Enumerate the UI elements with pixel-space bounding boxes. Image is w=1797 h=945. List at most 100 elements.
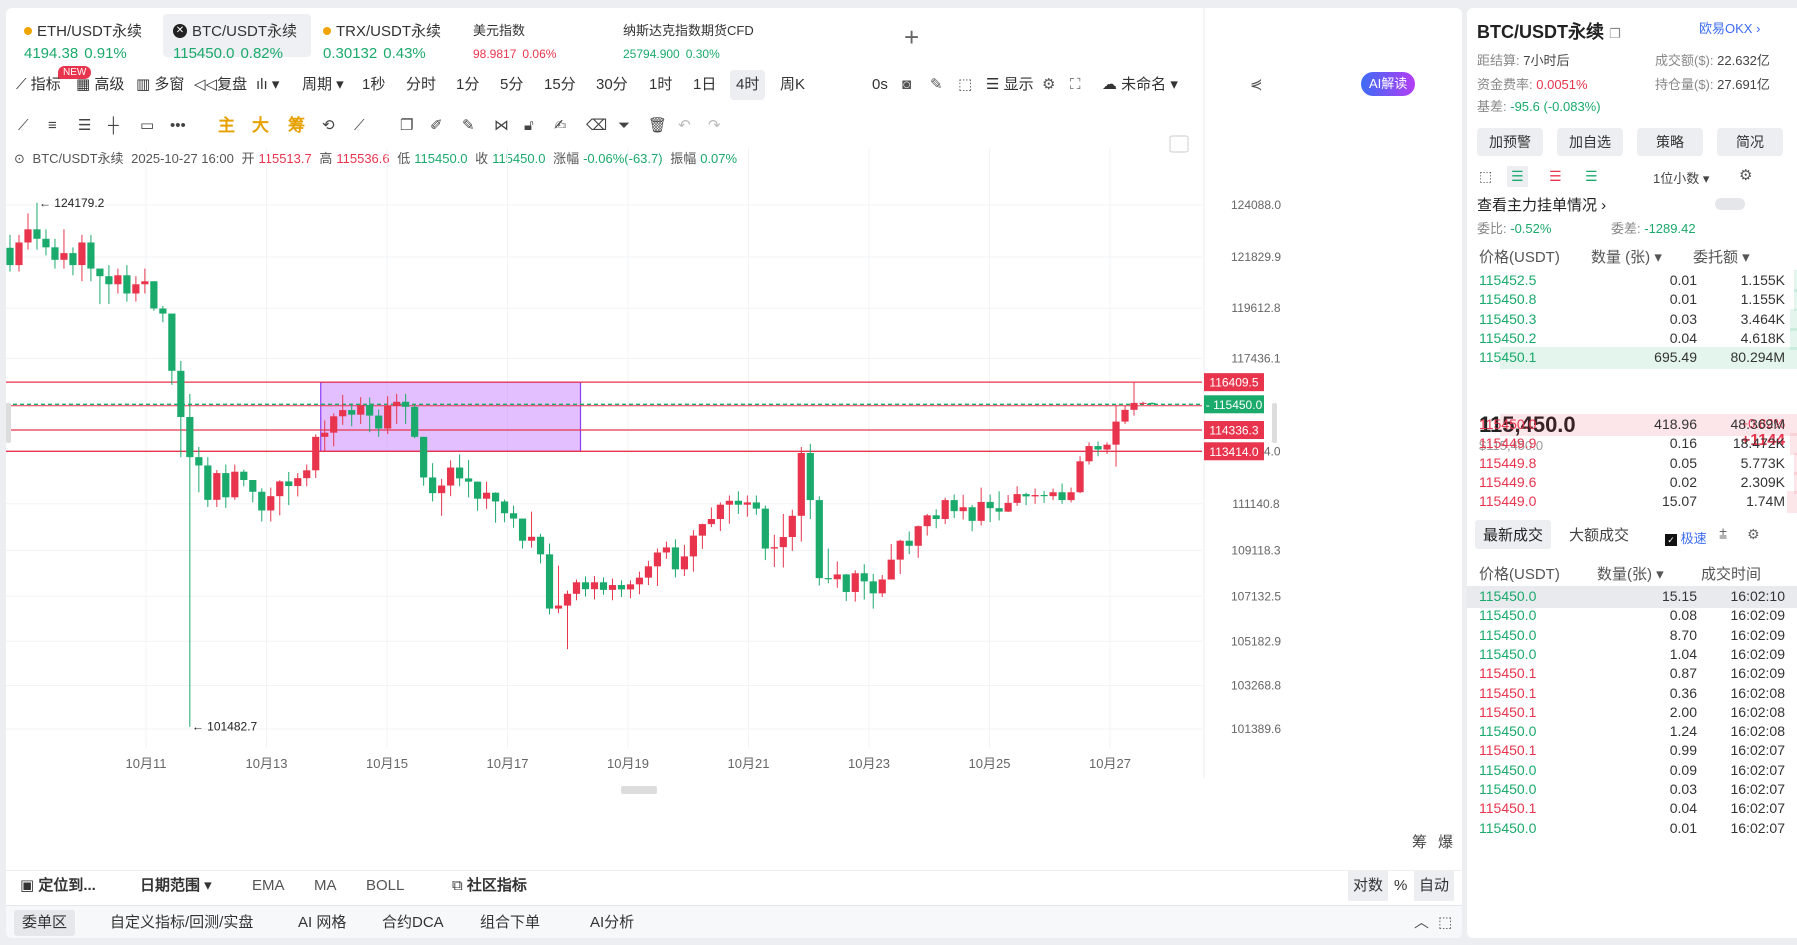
interval-30m[interactable]: 30分 (596, 76, 628, 93)
exchange-selector[interactable]: 欧易OKX › (1699, 21, 1761, 36)
auto-scale-button[interactable]: 自动 (1414, 871, 1455, 901)
ask-row[interactable]: 115450.3 0.03 3.464K (1467, 308, 1797, 331)
bottom-tab-combo[interactable]: 组合下单 (480, 914, 541, 931)
tr-header-qty[interactable]: 数量(张) ▾ (1597, 566, 1664, 583)
ask-row[interactable]: 115452.5 0.01 1.155K (1467, 270, 1797, 292)
pen-icon[interactable]: ✎ (930, 76, 943, 93)
bottom-tab-orders[interactable]: 委单区 (14, 910, 76, 936)
interval-4h[interactable]: 4时 (730, 70, 766, 100)
tab-dxy[interactable]: 美元指数 98.9817 0.06% (473, 23, 557, 61)
interval-timeshare[interactable]: 分时 (406, 76, 437, 93)
ask-row[interactable]: 115450.1 695.49 80.294M (1467, 347, 1797, 370)
chart-type-button[interactable]: ılı ▾ (256, 70, 279, 100)
main-orders-toggle[interactable] (1715, 198, 1745, 210)
line-tool-icon[interactable]: ⟋ (18, 117, 29, 134)
date-range-button[interactable]: 日期范围 ▾ (140, 877, 212, 894)
chip-toggle[interactable]: 筹 (288, 116, 305, 135)
lock-icon[interactable]: 🔓︎ (524, 117, 534, 134)
camera-icon[interactable]: ◙ (902, 76, 912, 93)
interval-week[interactable]: 周K (780, 76, 806, 93)
interval-1d[interactable]: 1日 (693, 76, 717, 93)
ema-button[interactable]: EMA (252, 877, 285, 894)
undo-icon[interactable]: ↶ (678, 117, 691, 134)
chip-dist-button[interactable]: 筹 (1412, 834, 1428, 851)
bid-row[interactable]: 115449.0 15.07 1.74M (1467, 491, 1797, 514)
layout-button[interactable]: ☁ 未命名 ▾ (1102, 76, 1178, 93)
hline-tool-icon[interactable]: ☰ (78, 117, 92, 134)
parallel-tool-icon[interactable]: ≡ (48, 117, 57, 134)
big-order-toggle[interactable]: 大 (252, 116, 269, 135)
tab-eth[interactable]: ETH/USDT永续 4194.38 0.91% (24, 23, 143, 62)
locate-button[interactable]: ▣ 定位到... (20, 877, 96, 894)
tab-nasdaq[interactable]: 纳斯达克指数期货CFD 25794.900 0.30% (623, 23, 754, 61)
interval-5m[interactable]: 5分 (500, 76, 524, 93)
tab-trx[interactable]: TRX/USDT永续 0.30132 0.43% (323, 23, 442, 62)
bid-row[interactable]: 115450.0 418.96 48.369M (1467, 414, 1797, 436)
legend-collapse-icon[interactable]: ⊙ (14, 151, 25, 166)
alert-button[interactable]: 加预警 (1477, 128, 1543, 156)
cross-tool-icon[interactable]: ┼ (108, 117, 119, 134)
period-button[interactable]: 周期 ▾ (302, 76, 344, 93)
close-tab-icon[interactable]: ✕ (173, 23, 187, 38)
panel-resize-icon[interactable]: ⬚ (1438, 914, 1453, 931)
ob-settings-icon[interactable]: ⚙ (1739, 167, 1753, 184)
ob-view-asks-icon[interactable]: ☰ (1549, 168, 1562, 184)
main-indicator-toggle[interactable]: 主 (218, 116, 235, 135)
filter-list-icon[interactable]: ⩲ (1719, 526, 1728, 542)
measure-icon[interactable]: ⟋ (354, 117, 365, 134)
advanced-button[interactable]: ▦ 高级 (76, 76, 125, 93)
percent-scale-button[interactable]: % (1394, 877, 1408, 894)
magnet-icon[interactable]: ⋈ (494, 117, 509, 134)
gear-icon[interactable]: ⚙ (1042, 76, 1056, 93)
ai-interpret-button[interactable]: AI解读 (1361, 72, 1416, 96)
community-indicators-button[interactable]: ⧉ 社区指标 (452, 877, 527, 894)
interval-1m[interactable]: 1分 (456, 76, 480, 93)
filter-icon[interactable]: ⏷ (618, 117, 631, 134)
ob-header-amount[interactable]: 委托额 ▾ (1693, 249, 1750, 266)
tab-latest-trades[interactable]: 最新成交 (1475, 520, 1552, 549)
sync-icon[interactable]: ⟲ (322, 117, 335, 134)
boll-button[interactable]: BOLL (366, 877, 405, 894)
marker-icon[interactable]: ✎ (462, 117, 475, 134)
candlestick-chart[interactable]: 10月11 10月13 10月15 10月17 10月19 10月21 10月23 10月25… (6, 8, 1462, 870)
ask-row[interactable]: 115450.2 0.04 4.618K (1467, 327, 1797, 350)
eraser-icon[interactable]: ⌫ (586, 117, 608, 134)
copy-icon[interactable]: ❐ (400, 117, 414, 134)
copy-icon[interactable]: ❐ (1609, 26, 1621, 41)
trash-icon[interactable]: 🗑︎ (648, 117, 668, 134)
interval-1h[interactable]: 1时 (649, 76, 673, 93)
bottom-tab-custom-indicator[interactable]: 自定义指标/回测/实盘 (110, 914, 254, 931)
expand-up-icon[interactable]: ︿ (1414, 914, 1430, 931)
liquidation-button[interactable]: 爆 (1438, 834, 1454, 851)
more-tools-icon[interactable]: ••• (170, 117, 186, 134)
display-button[interactable]: ☰ 显示 (986, 76, 1034, 93)
fast-mode-toggle[interactable]: ✓ 极速 (1665, 528, 1707, 547)
bottom-tab-ai-grid[interactable]: AI 网格 (298, 914, 347, 931)
ask-row[interactable]: 115450.8 0.01 1.155K (1467, 289, 1797, 312)
ob-header-qty[interactable]: 数量 (张) ▾ (1591, 249, 1662, 266)
replay-button[interactable]: ◁◁复盘 (194, 76, 248, 93)
ob-view-both-icon[interactable]: ⬚ (1479, 168, 1493, 184)
add-tab-icon[interactable]: + (904, 22, 920, 52)
trade-settings-icon[interactable]: ⚙ (1747, 526, 1760, 542)
note-icon[interactable]: ✍ (554, 117, 567, 134)
redo-icon[interactable]: ↷ (708, 117, 721, 134)
indicators-button[interactable]: ⟋ 指标 (16, 76, 61, 93)
bid-row[interactable]: 115449.6 0.02 2.309K (1467, 471, 1797, 494)
rect-tool-icon[interactable]: ▭ (140, 117, 155, 134)
fullscreen-icon[interactable]: ⛶ (1070, 76, 1081, 93)
decimals-select[interactable]: 1位小数 ▾ (1653, 171, 1710, 186)
select-icon[interactable]: ⬚ (958, 76, 973, 93)
multi-window-button[interactable]: ▥ 多窗 (136, 76, 185, 93)
tab-large-trades[interactable]: 大额成交 (1569, 527, 1630, 544)
bid-row[interactable]: 115449.9 0.16 18.472K (1467, 433, 1797, 456)
interval-15m[interactable]: 15分 (544, 76, 576, 93)
bid-row[interactable]: 115449.8 0.05 5.773K (1467, 452, 1797, 475)
overview-button[interactable]: 简况 (1717, 128, 1783, 156)
bottom-tab-ai-analysis[interactable]: AI分析 (590, 914, 635, 931)
ob-view-bids-icon[interactable]: ☰ (1585, 168, 1598, 184)
chart-corner-icon[interactable] (1169, 135, 1189, 153)
brush-icon[interactable]: ✐ (430, 117, 443, 134)
main-orders-link[interactable]: 查看主力挂单情况 › (1477, 197, 1607, 214)
share-icon[interactable]: ⋞ (1250, 76, 1263, 93)
